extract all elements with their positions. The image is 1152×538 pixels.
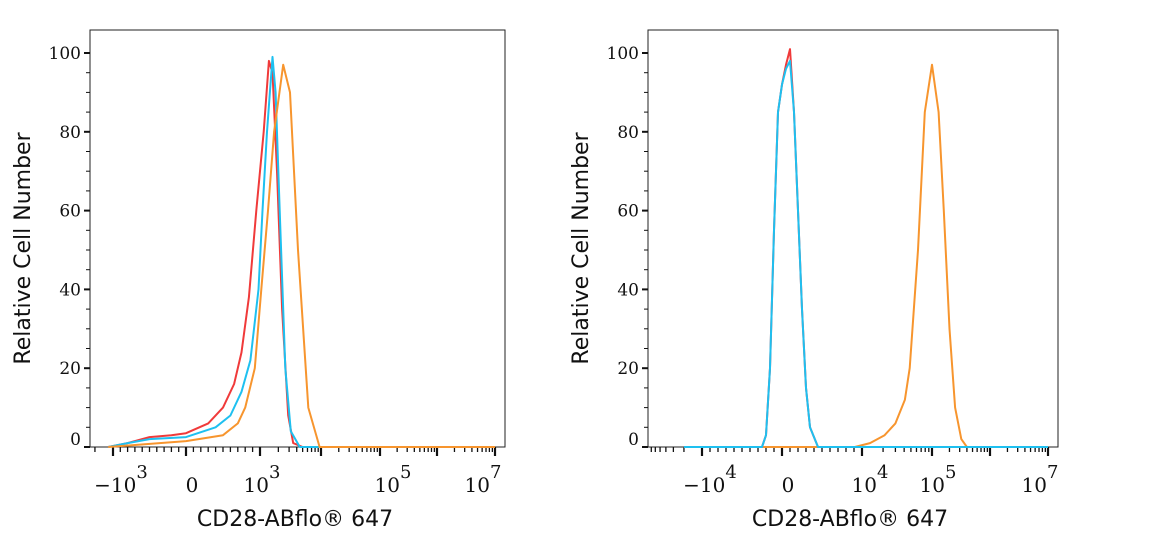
series-line-red bbox=[683, 48, 1048, 448]
histogram-panel-2: 0 20 40 60 80 100 −104 0 104 105 107 Relative Cell … bbox=[569, 29, 1059, 532]
y-tick-label: 20 bbox=[617, 359, 639, 379]
series-line-red bbox=[108, 59, 495, 448]
y-tick-label: 60 bbox=[617, 202, 639, 222]
x-tick-label: 103 bbox=[244, 462, 281, 497]
y-axis-title: Relative Cell Number bbox=[11, 131, 36, 364]
x-tick-label: 0 bbox=[186, 473, 199, 497]
plot-frame bbox=[647, 29, 1059, 448]
y-tick-label: 80 bbox=[59, 123, 81, 143]
x-tick-label: 107 bbox=[1022, 462, 1059, 497]
series-line-orange bbox=[683, 63, 1048, 448]
y-tick-label: 100 bbox=[607, 44, 639, 64]
plot-frame bbox=[89, 29, 506, 448]
y-axis-title: Relative Cell Number bbox=[569, 131, 594, 364]
series-line-cyan bbox=[683, 59, 1048, 448]
y-tick-label: 80 bbox=[617, 123, 639, 143]
y-tick-label: 40 bbox=[617, 280, 639, 300]
y-tick-label: 100 bbox=[49, 44, 81, 64]
x-tick-label: 104 bbox=[852, 462, 889, 497]
x-axis-title: CD28-ABflo® 647 bbox=[752, 507, 948, 532]
series-line-cyan bbox=[108, 55, 495, 448]
y-tick-label: 20 bbox=[59, 359, 81, 379]
histogram-panel-1: 0 20 40 60 80 100 −103 0 103 105 107 Relative Cell … bbox=[11, 29, 506, 532]
y-tick-label: 60 bbox=[59, 202, 81, 222]
series-line-orange bbox=[108, 63, 495, 448]
y-tick-label: 40 bbox=[59, 280, 81, 300]
x-tick-label: 105 bbox=[920, 462, 957, 497]
x-tick-label: 105 bbox=[375, 462, 412, 497]
x-tick-label: −104 bbox=[683, 462, 737, 497]
x-tick-label: −103 bbox=[94, 462, 148, 497]
x-tick-label: 107 bbox=[465, 462, 502, 497]
y-tick-label: 0 bbox=[628, 430, 639, 450]
x-tick-label: 0 bbox=[782, 473, 795, 497]
x-axis-title: CD28-ABflo® 647 bbox=[197, 507, 393, 532]
y-tick-label: 0 bbox=[70, 430, 81, 450]
